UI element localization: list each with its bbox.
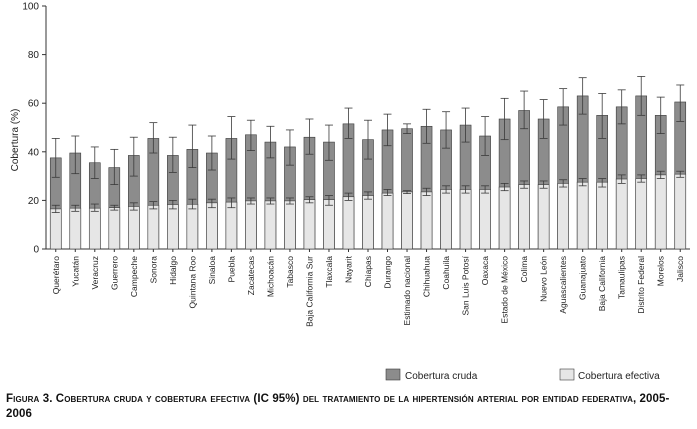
category-labels: Querétaro Yucatán Veracruz Guerrero Campeche… <box>51 249 685 327</box>
bar-cobertura-efectiva <box>401 191 413 250</box>
bar-cobertura-efectiva <box>381 192 394 250</box>
y-tick-label: 100 <box>22 2 39 13</box>
category-label: Chiapas <box>363 256 373 287</box>
legend-swatch-efectiva <box>559 368 575 381</box>
category-label: Estimado nacional <box>402 256 412 326</box>
category-label: Sonora <box>148 256 158 284</box>
bar-cobertura-efectiva <box>49 208 62 250</box>
category-label: Hidalgo <box>168 256 178 285</box>
category-label: Veracruz <box>90 256 100 290</box>
bar-cobertura-efectiva <box>674 173 687 250</box>
bar-cobertura-efectiva <box>186 203 199 250</box>
bar-cobertura-efectiva <box>245 200 257 250</box>
bar-cobertura-efectiva <box>635 178 648 250</box>
bar-cobertura-efectiva <box>128 206 140 250</box>
bar-cobertura-efectiva <box>69 207 82 250</box>
category-label: Colima <box>519 256 529 283</box>
category-label: Guerrero <box>109 256 119 290</box>
category-label: Baja California Sur <box>304 256 314 327</box>
category-label: Michoacán <box>265 256 275 297</box>
category-label: Puebla <box>226 256 236 283</box>
y-tick-label: 40 <box>28 147 40 158</box>
category-label: Estado de México <box>500 256 510 324</box>
category-label: Tamaulipas <box>617 256 627 299</box>
bar-cobertura-efectiva <box>206 202 218 250</box>
chart: 0 20 40 60 80 100 Querétaro Yucatán Veracruz Gue… <box>10 2 690 382</box>
category-label: Nayarit <box>343 255 353 283</box>
y-tick-label: 0 <box>33 245 39 256</box>
legend-swatch-cruda <box>385 368 401 381</box>
category-label: Nuevo León <box>539 256 549 302</box>
bar-cobertura-efectiva <box>342 196 355 250</box>
category-label: San Luis Potosí <box>461 255 471 315</box>
bar-cobertura-efectiva <box>576 181 589 250</box>
bar-cobertura-efectiva <box>147 204 160 250</box>
bar-cobertura-efectiva <box>108 207 121 250</box>
bar-cobertura-efectiva <box>596 181 608 250</box>
category-label: Durango <box>383 256 393 289</box>
legend-label-efectiva: Cobertura efectiva <box>578 371 660 382</box>
bar-cobertura-efectiva <box>537 184 550 250</box>
category-label: Aguascalientes <box>558 256 568 314</box>
chart-axes: 0 20 40 60 80 100 <box>22 2 690 256</box>
figure-caption: Figura 3. Cobertura cruda y cobertura ef… <box>6 393 670 420</box>
bar-cobertura-efectiva <box>615 178 628 250</box>
category-label: Campeche <box>129 256 139 297</box>
chart-bars <box>49 76 687 250</box>
bar-cobertura-efectiva <box>498 186 511 250</box>
bar-cobertura-efectiva <box>362 195 374 250</box>
category-label: Guanajuato <box>578 256 588 300</box>
category-label: Quintana Roo <box>187 256 197 309</box>
bar-cobertura-efectiva <box>479 189 491 250</box>
bar-cobertura-efectiva <box>225 201 238 250</box>
category-label: Baja California <box>597 256 607 312</box>
category-label: Querétaro <box>51 256 61 295</box>
legend: Cobertura cruda Cobertura efectiva <box>385 368 660 382</box>
legend-label-cruda: Cobertura cruda <box>405 371 478 382</box>
category-label: Distrito Federal <box>636 256 646 314</box>
bar-cobertura-efectiva <box>264 200 277 250</box>
bar-cobertura-efectiva <box>323 199 335 250</box>
bar-cobertura-efectiva <box>440 189 452 250</box>
category-label: Oaxaca <box>480 256 490 286</box>
y-tick-label: 20 <box>28 196 40 207</box>
category-label: Yucatán <box>70 256 80 287</box>
bar-cobertura-efectiva <box>284 200 296 250</box>
bar-cobertura-efectiva <box>654 174 667 250</box>
category-label: Tlaxcala <box>324 256 334 288</box>
category-label: Zacatecas <box>246 256 256 295</box>
y-tick-label: 60 <box>28 99 40 110</box>
category-label: Jalisco <box>675 256 685 282</box>
category-label: Sinaloa <box>207 256 217 285</box>
bar-cobertura-efectiva <box>167 204 179 250</box>
bar-cobertura-efectiva <box>557 183 569 250</box>
bar-cobertura-efectiva <box>518 184 530 250</box>
category-label: Coahuila <box>441 256 451 290</box>
bar-cobertura-efectiva <box>303 199 316 250</box>
bar-cobertura-efectiva <box>420 191 433 250</box>
category-label: Morelos <box>656 256 666 286</box>
bar-cobertura-efectiva <box>88 207 101 250</box>
y-tick-label: 80 <box>28 50 40 61</box>
bar-cobertura-efectiva <box>459 189 472 250</box>
y-axis-title: Cobertura (%) <box>10 109 21 172</box>
category-label: Tabasco <box>285 256 295 288</box>
category-label: Chihuahua <box>422 256 432 297</box>
